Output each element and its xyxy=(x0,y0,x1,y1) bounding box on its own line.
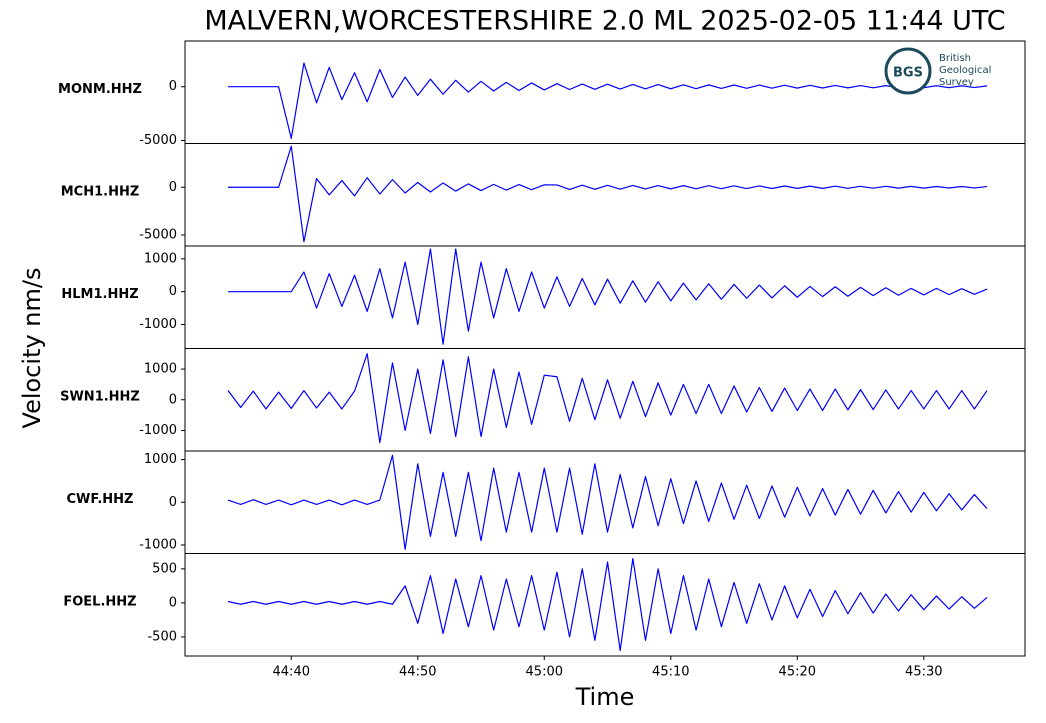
trace xyxy=(228,145,988,243)
station-label: FOEL.HHZ xyxy=(63,594,136,609)
trace xyxy=(228,248,988,345)
trace xyxy=(227,454,988,550)
y-tick-label: 0 xyxy=(169,180,177,195)
y-tick-label: -5000 xyxy=(139,228,177,243)
logo-ring xyxy=(884,47,932,95)
y-tick-label: 1000 xyxy=(144,452,177,467)
logo-abbr: BGS xyxy=(893,66,923,81)
x-tick-label: 44:50 xyxy=(399,665,436,680)
station-label: HLM1.HHZ xyxy=(61,287,138,302)
logo: BGS British Geological Survey xyxy=(884,47,991,95)
y-tick-label: 500 xyxy=(152,561,177,576)
logo-text: Geological xyxy=(939,65,991,76)
y-tick-label: -1000 xyxy=(139,317,177,332)
trace xyxy=(227,353,988,444)
logo-text: Survey xyxy=(939,77,974,88)
y-tick-label: -1000 xyxy=(139,537,177,552)
x-tick-label: 45:20 xyxy=(779,665,816,680)
y-tick-label: 0 xyxy=(169,595,177,610)
station-label: MONM.HHZ xyxy=(58,82,142,97)
station-label: CWF.HHZ xyxy=(67,492,134,507)
panel-frame xyxy=(184,553,1026,657)
y-tick-label: 1000 xyxy=(144,362,177,377)
y-tick-label: -5000 xyxy=(139,133,177,148)
y-tick-label: 0 xyxy=(169,392,177,407)
x-tick-label: 45:30 xyxy=(905,665,942,680)
y-tick-label: -500 xyxy=(147,629,177,644)
trace xyxy=(227,558,988,652)
y-tick-label: 0 xyxy=(169,79,177,94)
x-tick-label: 44:40 xyxy=(273,665,310,680)
station-label: SWN1.HHZ xyxy=(60,389,140,404)
y-tick-label: 0 xyxy=(169,284,177,299)
x-tick-label: 45:10 xyxy=(652,665,689,680)
y-tick-label: 1000 xyxy=(144,251,177,266)
y-tick-label: -1000 xyxy=(139,423,177,438)
chart-title: MALVERN,WORCESTERSHIRE 2.0 ML 2025-02-05… xyxy=(204,6,1005,37)
station-label: MCH1.HHZ xyxy=(61,184,140,199)
trace xyxy=(228,62,988,139)
x-axis-label: Time xyxy=(575,683,635,711)
y-axis-label: Velocity nm/s xyxy=(18,268,46,429)
y-tick-label: 0 xyxy=(169,495,177,510)
logo-text: British xyxy=(939,53,971,64)
x-tick-label: 45:00 xyxy=(526,665,563,680)
